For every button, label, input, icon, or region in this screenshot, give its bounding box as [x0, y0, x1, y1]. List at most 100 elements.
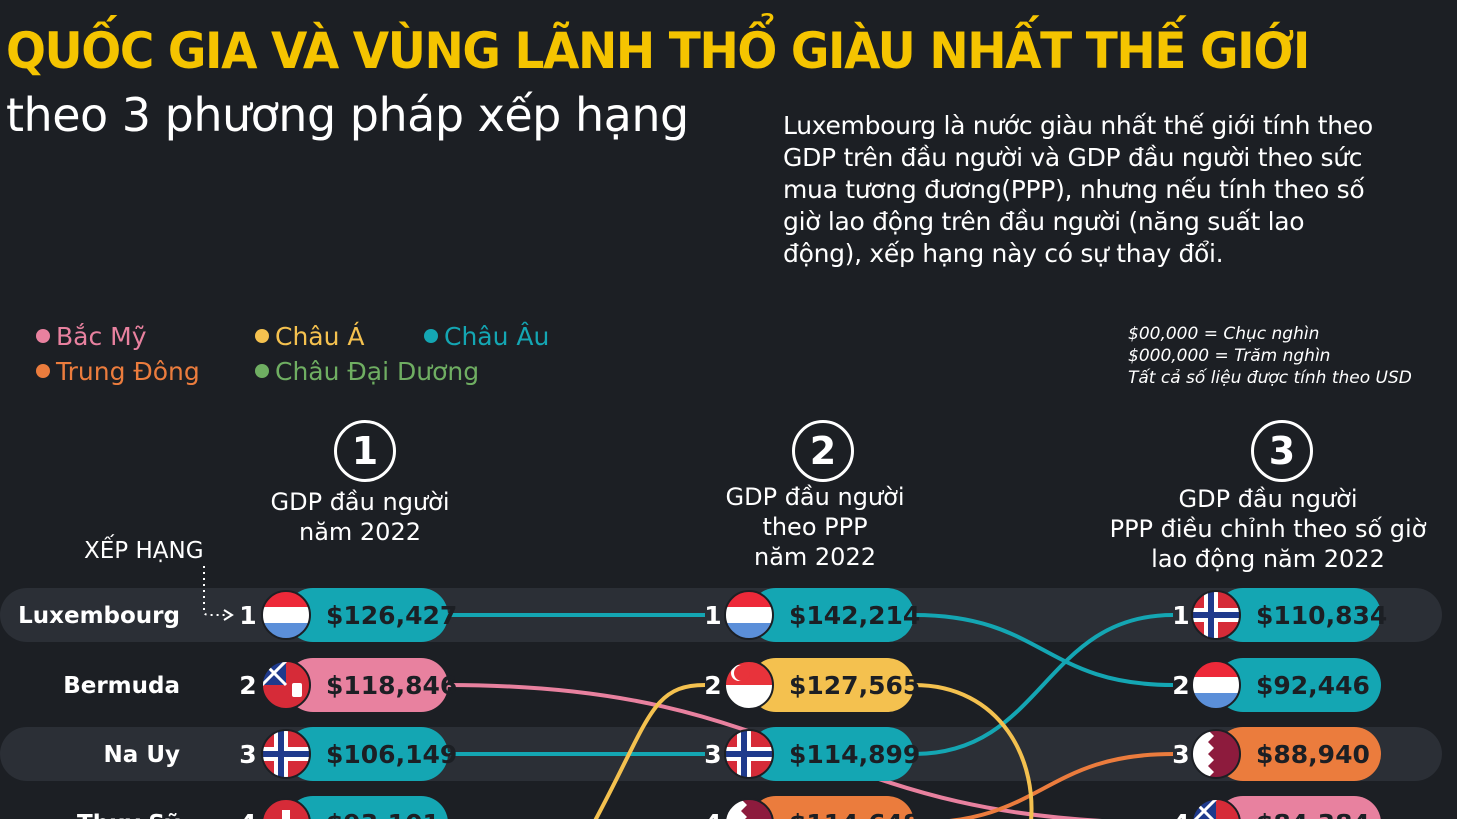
ranking-entry: $127,565 2 — [704, 658, 920, 712]
ranking-entry: $114,899 3 — [704, 727, 920, 781]
flag-stripe — [262, 607, 310, 623]
connection-line-singapore — [593, 683, 706, 819]
legend-label: Châu Đại Dương — [275, 357, 480, 386]
heading-line: GDP đầu người — [725, 483, 905, 511]
ranking-entry: $84,384 4 — [1172, 796, 1381, 819]
switzerland-flag-icon — [262, 799, 310, 819]
legend-dot — [255, 329, 269, 343]
value-label: $110,834 — [1256, 601, 1387, 630]
legend-label: Trung Đông — [56, 357, 200, 386]
qatar-flag-icon — [725, 799, 773, 819]
value-label: $88,940 — [1256, 740, 1370, 769]
column-1-number: 1 — [334, 420, 396, 482]
value-label: $106,149 — [326, 740, 457, 769]
connection-line-luxembourg — [913, 613, 1174, 687]
column-2-heading: GDP đầu người theo PPP năm 2022 — [675, 482, 955, 572]
rank-number: 3 — [239, 740, 256, 769]
legend-item-europe: Châu Âu — [424, 322, 549, 351]
flag-border — [724, 590, 774, 640]
country-label: Luxembourg — [18, 603, 180, 629]
flag-cross — [725, 751, 773, 757]
ranking-entry: $118,846 2 — [239, 658, 457, 712]
flag-border — [1191, 729, 1241, 779]
flag-stripe — [725, 607, 773, 623]
connection-line-na-uy — [913, 613, 1174, 756]
legend-dot — [255, 364, 269, 378]
rank-number: 4 — [239, 809, 256, 819]
value-pill — [1216, 588, 1381, 642]
legend-item-north-america: Bắc Mỹ — [36, 322, 147, 351]
ranking-entry: $93,101 4 — [239, 796, 448, 819]
column-1-heading: GDP đầu người năm 2022 — [240, 487, 480, 547]
legend-label: Châu Á — [275, 322, 365, 351]
value-label: $84,384 — [1256, 809, 1370, 819]
country-label: Thụy Sỹ — [77, 811, 180, 819]
legend-dot — [36, 364, 50, 378]
value-pill — [1216, 796, 1381, 819]
flag-border — [261, 590, 311, 640]
value-pill — [749, 727, 914, 781]
rank-pointer-line — [203, 566, 228, 616]
flag-border — [724, 798, 774, 819]
norway-flag-icon — [1192, 591, 1240, 639]
heading-line: GDP đầu người — [270, 488, 450, 516]
rank-number: 3 — [1172, 740, 1189, 769]
flag-cross — [1192, 612, 1240, 618]
connection-lines — [447, 612, 1174, 819]
value-pill — [1216, 727, 1381, 781]
column-3-number: 3 — [1251, 420, 1313, 482]
country-label: Bermuda — [63, 673, 180, 699]
ranking-entry: $110,834 1 — [1172, 588, 1387, 642]
flag-bg — [262, 799, 310, 819]
column-3-heading: GDP đầu người PPP điều chỉnh theo số giờ… — [1098, 484, 1438, 574]
value-label: $92,446 — [1256, 671, 1370, 700]
rank-number: 1 — [704, 601, 721, 630]
heading-line: lao động năm 2022 — [1151, 545, 1385, 573]
value-label: $114,648 — [789, 809, 920, 819]
page-title: QUỐC GIA VÀ VÙNG LÃNH THỔ GIÀU NHẤT THẾ … — [6, 22, 1310, 80]
flag-border — [1191, 590, 1241, 640]
rank-number: 2 — [1172, 671, 1189, 700]
rank-number: 2 — [239, 671, 256, 700]
ranking-entry: $92,446 2 — [1172, 658, 1381, 712]
rank-number: 4 — [1172, 809, 1189, 819]
flag-cross — [282, 810, 290, 819]
flag-shield — [292, 683, 302, 697]
description-text: Luxembourg là nước giàu nhất thế giới tí… — [783, 111, 1373, 268]
flag-moon-cut — [734, 665, 750, 681]
heading-line: PPP điều chỉnh theo số giờ — [1109, 515, 1427, 543]
flag-border — [724, 729, 774, 779]
value-pill — [286, 796, 448, 819]
column-2-number: 2 — [792, 420, 854, 482]
norway-flag-icon — [725, 730, 773, 778]
ranking-entry: $106,149 3 — [239, 727, 457, 781]
flag-stripe — [1192, 677, 1240, 693]
flag-border — [261, 798, 311, 819]
legend-item-oceania: Châu Đại Dương — [255, 357, 479, 386]
heading-line: năm 2022 — [753, 543, 876, 571]
heading-line: theo PPP — [762, 513, 868, 541]
qatar-flag-icon — [1192, 730, 1240, 778]
value-pill — [749, 796, 914, 819]
flag-cross — [262, 751, 310, 757]
legend-dot — [424, 329, 438, 343]
norway-flag-icon — [262, 730, 310, 778]
bermuda-flag-icon — [262, 661, 310, 709]
value-pill — [749, 588, 914, 642]
value-pill — [749, 658, 914, 712]
legend-item-asia: Châu Á — [255, 322, 365, 351]
connection-line-singapore-out — [913, 683, 1034, 819]
flag-border — [1191, 660, 1241, 710]
rank-pointer-arrow — [223, 609, 234, 621]
flag-border — [261, 660, 311, 710]
note-usd: Tất cả số liệu được tính theo USD — [1128, 368, 1412, 388]
value-label: $127,565 — [789, 671, 920, 700]
rank-number: 1 — [239, 601, 256, 630]
rank-number: 2 — [704, 671, 721, 700]
legend-label: Bắc Mỹ — [56, 322, 147, 351]
ranking-entry: $126,427 1 — [239, 588, 457, 642]
legend-dot — [36, 329, 50, 343]
rank-number: 4 — [704, 809, 721, 819]
note-tens: $00,000 = Chục nghìn — [1128, 324, 1320, 344]
connection-line-qatar — [949, 752, 1174, 819]
